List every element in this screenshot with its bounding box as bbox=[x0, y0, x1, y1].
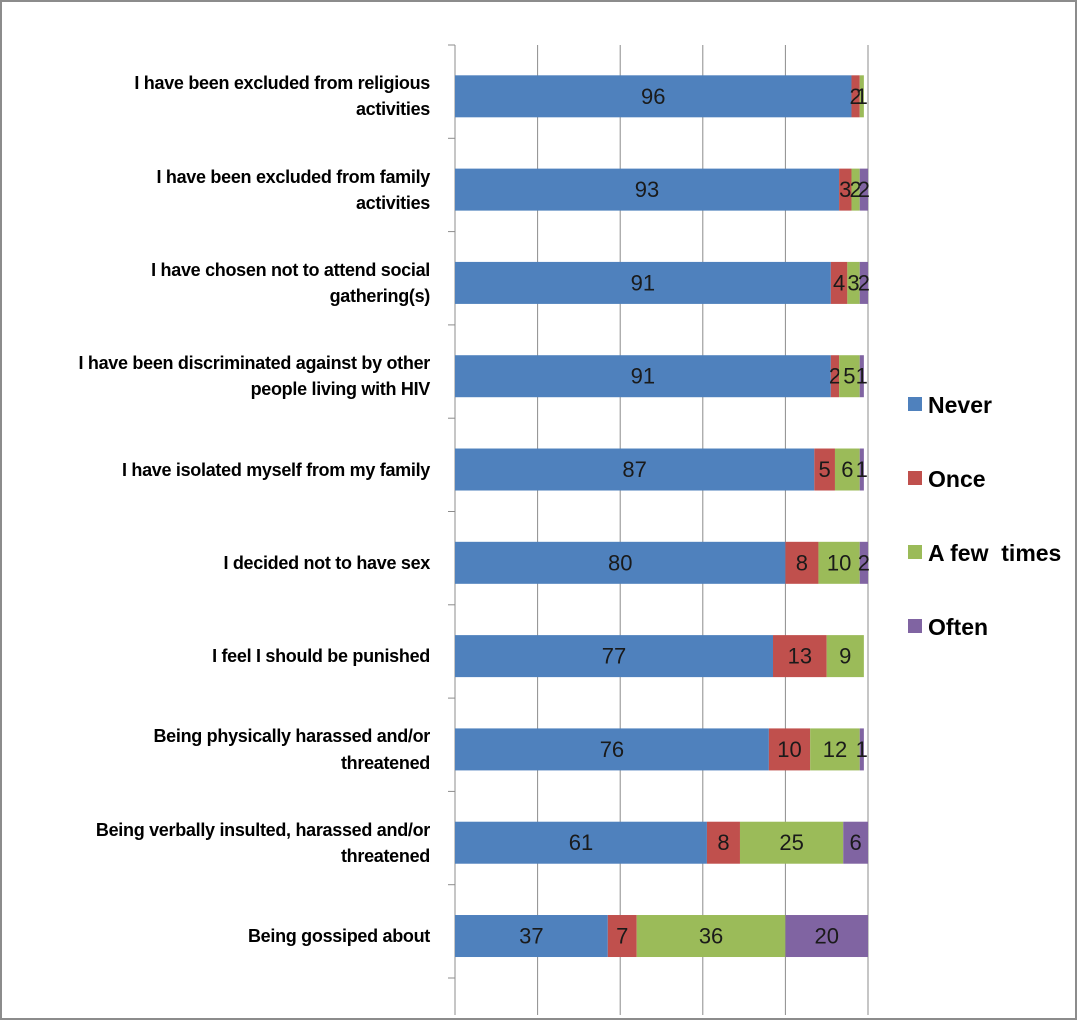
data-label: 3 bbox=[847, 270, 859, 295]
bar-segment bbox=[851, 75, 860, 118]
category-label: I have been excluded from religious acti… bbox=[134, 73, 430, 120]
data-label: 77 bbox=[602, 644, 626, 669]
bar-segment bbox=[859, 168, 868, 211]
data-label: 1 bbox=[856, 737, 868, 762]
bar-segment bbox=[859, 448, 864, 491]
data-label: 25 bbox=[779, 830, 803, 855]
data-label: 7 bbox=[616, 924, 628, 949]
bar-segment bbox=[839, 168, 852, 211]
data-label: 6 bbox=[841, 457, 853, 482]
data-label: 2 bbox=[829, 364, 841, 389]
bar-segment bbox=[785, 915, 868, 958]
bar-segment bbox=[768, 728, 811, 771]
legend-label: Never bbox=[928, 392, 992, 418]
bar-segment bbox=[859, 541, 868, 584]
data-label: 91 bbox=[631, 364, 655, 389]
data-label: 1 bbox=[856, 364, 868, 389]
category-label: I have isolated myself from my family bbox=[121, 459, 430, 480]
legend-swatch bbox=[908, 619, 922, 633]
data-label: 8 bbox=[717, 830, 729, 855]
data-label: 9 bbox=[839, 644, 851, 669]
bar-segment bbox=[455, 541, 786, 584]
bar-segment bbox=[859, 75, 864, 118]
bar-segment bbox=[843, 821, 868, 864]
bar-segment bbox=[830, 261, 848, 304]
data-label: 37 bbox=[519, 924, 543, 949]
bar-segment bbox=[455, 168, 840, 211]
category-label: I have been discriminated against by oth… bbox=[78, 353, 430, 400]
data-label: 12 bbox=[823, 737, 847, 762]
bar-segment bbox=[826, 635, 864, 678]
bar-segment bbox=[636, 915, 786, 958]
category-label: Being gossiped about bbox=[247, 925, 430, 946]
legend-swatch bbox=[908, 471, 922, 485]
data-label: 2 bbox=[858, 270, 870, 295]
data-label: 10 bbox=[777, 737, 801, 762]
legend-swatch bbox=[908, 397, 922, 411]
data-label: 80 bbox=[608, 550, 632, 575]
data-label: 2 bbox=[858, 177, 870, 202]
data-label: 3 bbox=[839, 177, 851, 202]
bar-segment bbox=[830, 355, 840, 398]
bar-segment bbox=[839, 355, 860, 398]
category-label: I decided not to have sex bbox=[223, 552, 430, 573]
bar-segment bbox=[455, 355, 831, 398]
legend-label: Often bbox=[928, 614, 988, 640]
bar-segment bbox=[607, 915, 637, 958]
data-label: 87 bbox=[622, 457, 646, 482]
bar-segment bbox=[851, 168, 860, 211]
data-label: 13 bbox=[788, 644, 812, 669]
category-label: I have been excluded from family activit… bbox=[156, 166, 431, 213]
data-label: 8 bbox=[796, 550, 808, 575]
bar-segment bbox=[834, 448, 860, 491]
bar-segment bbox=[706, 821, 740, 864]
bar-segment bbox=[785, 541, 819, 584]
data-label: 93 bbox=[635, 177, 659, 202]
data-label: 36 bbox=[699, 924, 723, 949]
data-label: 4 bbox=[833, 270, 845, 295]
legend-label: A few times bbox=[928, 540, 1061, 566]
data-label: 2 bbox=[858, 550, 870, 575]
bar-segment bbox=[859, 728, 864, 771]
category-label: Being physically harassed and/or threate… bbox=[153, 726, 430, 773]
data-label: 2 bbox=[849, 84, 861, 109]
data-label: 5 bbox=[843, 364, 855, 389]
category-label: Being verbally insulted, harassed and/or… bbox=[95, 819, 430, 866]
data-label: 1 bbox=[856, 457, 868, 482]
bar-segment bbox=[455, 635, 774, 678]
bar-segment bbox=[455, 728, 769, 771]
data-label: 10 bbox=[827, 550, 851, 575]
category-label: I feel I should be punished bbox=[212, 646, 430, 667]
data-label: 96 bbox=[641, 84, 665, 109]
legend-label: Once bbox=[928, 466, 986, 492]
bar-segment bbox=[739, 821, 844, 864]
bar-segment bbox=[455, 261, 831, 304]
data-label: 20 bbox=[814, 924, 838, 949]
bar-segment bbox=[455, 821, 707, 864]
bar-segment bbox=[859, 355, 864, 398]
bar-segment bbox=[859, 261, 868, 304]
data-label: 6 bbox=[849, 830, 861, 855]
bar-segment bbox=[455, 915, 608, 958]
bar-segment bbox=[818, 541, 860, 584]
data-label: 2 bbox=[849, 177, 861, 202]
bar-segment bbox=[810, 728, 860, 771]
bar-segment bbox=[773, 635, 827, 678]
data-label: 5 bbox=[819, 457, 831, 482]
bar-segment bbox=[814, 448, 835, 491]
category-label: I have chosen not to attend social gathe… bbox=[151, 259, 430, 306]
data-label: 61 bbox=[569, 830, 593, 855]
data-label: 1 bbox=[856, 84, 868, 109]
bar-segment bbox=[455, 448, 815, 491]
legend-swatch bbox=[908, 545, 922, 559]
data-label: 76 bbox=[600, 737, 624, 762]
bar-segment bbox=[455, 75, 852, 118]
bar-segment bbox=[847, 261, 860, 304]
data-label: 91 bbox=[631, 270, 655, 295]
